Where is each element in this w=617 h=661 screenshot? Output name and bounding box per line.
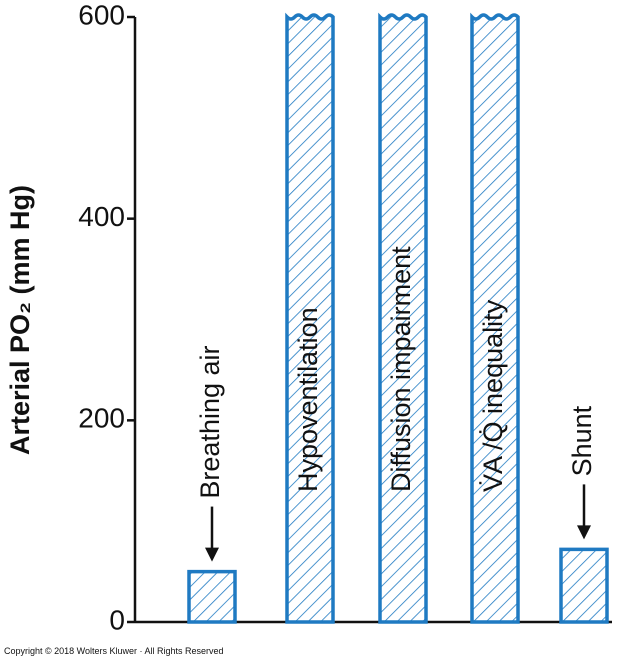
y-tick-label: 400 xyxy=(78,201,125,232)
bar xyxy=(187,569,237,624)
bar xyxy=(285,12,335,624)
bar-label: Breathing air xyxy=(195,345,225,498)
bar xyxy=(559,547,609,624)
arrow-head xyxy=(205,547,219,562)
y-axis-label: Arterial PO₂ (mm Hg) xyxy=(5,185,35,455)
y-tick-label: 0 xyxy=(109,604,125,635)
bar xyxy=(470,12,520,624)
copyright: Copyright © 2018 Wolters Kluwer · All Ri… xyxy=(4,646,224,656)
bar-label: Shunt xyxy=(567,405,597,476)
bar-label: V̇A /Q̇ inequality xyxy=(478,299,508,492)
bar xyxy=(378,12,428,624)
y-tick-label: 600 xyxy=(78,0,125,30)
bar-label: Diffusion impairment xyxy=(386,246,416,492)
bar-label: Hypoventilation xyxy=(293,307,323,492)
arrow-head xyxy=(577,525,591,540)
y-tick-label: 200 xyxy=(78,403,125,434)
